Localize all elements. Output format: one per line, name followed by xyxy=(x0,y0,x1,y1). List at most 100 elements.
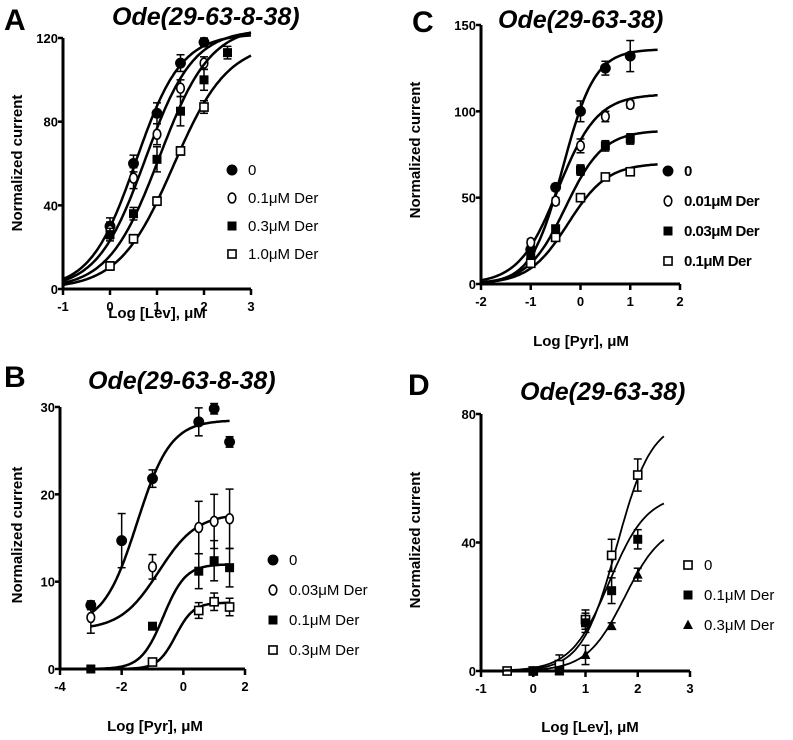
x-tick-label: -1 xyxy=(525,294,537,309)
series-1 xyxy=(480,94,658,282)
data-point xyxy=(600,172,611,182)
data-point xyxy=(105,261,115,271)
panel-a-xlabel: Log [Lev], μM xyxy=(108,305,206,322)
data-point xyxy=(224,436,236,448)
panel-a-ylabel: Normalized current xyxy=(9,95,26,232)
data-point xyxy=(224,602,235,612)
data-point xyxy=(600,110,610,123)
data-point xyxy=(551,224,561,234)
data-point xyxy=(152,154,162,164)
data-point xyxy=(551,195,561,207)
panel-d-xlabel: Log [Lev], μM xyxy=(541,719,639,736)
legend-label: 0.3μM Der xyxy=(704,617,774,634)
data-point xyxy=(223,48,232,58)
series-2 xyxy=(62,31,252,285)
panel-c-xlabel: Log [Pyr], μM xyxy=(533,333,629,350)
x-tick-label: -4 xyxy=(54,679,66,694)
series-0 xyxy=(85,402,236,615)
panel-letter-a: A xyxy=(4,4,26,37)
legend-marker xyxy=(662,165,674,177)
legend-label: 0 xyxy=(704,557,712,574)
fit-curve xyxy=(480,130,658,284)
data-point xyxy=(193,416,205,428)
data-point xyxy=(176,106,185,116)
legend-label: 1.0μM Der xyxy=(248,246,318,263)
legend-marker xyxy=(268,645,278,655)
panel-b-ylabel: Normalized current xyxy=(9,467,26,604)
fit-curve xyxy=(480,94,658,282)
series-3 xyxy=(62,54,252,287)
data-point xyxy=(526,236,536,249)
x-tick-label: 0 xyxy=(577,294,584,309)
legend-item: 0.3μM Der xyxy=(268,642,359,659)
legend-marker xyxy=(268,584,278,596)
panel-a: A Ode(29-63-8-38) Log [Lev], μM Normaliz… xyxy=(4,3,318,322)
legend-item: 0 xyxy=(226,162,256,179)
legend-label: 0.3μM Der xyxy=(248,218,318,235)
data-point xyxy=(148,621,157,631)
data-point xyxy=(147,561,158,573)
legend-item: 1.0μM Der xyxy=(227,246,318,263)
panel-letter-c: C xyxy=(412,6,434,39)
legend-marker xyxy=(683,619,693,630)
legend-label: 0 xyxy=(248,162,256,179)
y-tick-label: 120 xyxy=(36,31,58,46)
data-point xyxy=(86,611,96,624)
data-point xyxy=(607,586,617,596)
panel-c-plot: -2 -1 0 1 2 0 50 100 150 0 0.01μM Der 0.03μM Der 0.1… xyxy=(454,18,760,309)
x-tick-label: 3 xyxy=(247,299,254,314)
data-point xyxy=(198,36,210,48)
y-tick-label: 40 xyxy=(462,536,476,551)
legend-label: 0 xyxy=(289,552,297,569)
data-point xyxy=(225,513,235,525)
legend-marker xyxy=(227,192,237,204)
data-point xyxy=(575,105,586,117)
panel-c: C Ode(29-63-38) Log [Pyr], μM Normalized… xyxy=(407,6,760,350)
panel-b-title: Ode(29-63-8-38) xyxy=(88,367,276,395)
panel-d-plot: -1 0 1 2 3 0 40 80 0 0.1μM Der 0.3μM Der xyxy=(462,407,775,696)
data-point xyxy=(526,251,536,261)
series-1 xyxy=(481,502,665,676)
panel-a-plot: -1 0 1 2 3 0 40 80 120 0 0.1μM Der 0.3μM Der 1.0μM D… xyxy=(36,31,318,314)
data-point xyxy=(632,470,643,480)
x-tick-label: -1 xyxy=(57,299,69,314)
data-point xyxy=(600,141,610,151)
y-tick-label: 150 xyxy=(454,18,476,33)
data-point xyxy=(525,258,536,269)
y-tick-label: 20 xyxy=(41,487,55,502)
legend-item: 0.3μM Der xyxy=(683,617,774,634)
data-point xyxy=(225,563,235,573)
fit-curve xyxy=(90,601,230,671)
data-point xyxy=(624,50,636,62)
data-point xyxy=(580,649,591,659)
legend-marker xyxy=(663,195,673,207)
data-point xyxy=(199,102,209,112)
data-point xyxy=(633,534,643,544)
x-tick-label: 3 xyxy=(686,681,693,696)
y-tick-label: 50 xyxy=(462,191,476,206)
data-point xyxy=(116,535,128,547)
legend-item: 0.01μM Der xyxy=(663,193,760,210)
legend-item: 0.03μM Der xyxy=(663,223,760,240)
legend-item: 0.03μM Der xyxy=(268,582,368,599)
x-tick-label: 1 xyxy=(582,681,589,696)
fit-curve xyxy=(90,515,230,628)
x-tick-label: 1 xyxy=(153,299,160,314)
series-2 xyxy=(481,539,665,676)
panel-c-title: Ode(29-63-38) xyxy=(498,6,663,34)
data-point xyxy=(581,618,590,628)
x-tick-label: -2 xyxy=(116,679,128,694)
panel-d-ylabel: Normalized current xyxy=(407,472,424,609)
series-3 xyxy=(480,163,658,284)
panel-d-title: Ode(29-63-38) xyxy=(520,378,685,406)
x-tick-label: 0 xyxy=(106,299,113,314)
x-tick-label: 2 xyxy=(200,299,207,314)
legend-label: 0.03μM Der xyxy=(289,582,368,599)
data-point xyxy=(193,605,204,616)
data-point xyxy=(599,62,611,74)
data-point xyxy=(632,569,643,579)
panel-a-title: Ode(29-63-8-38) xyxy=(112,3,300,31)
data-point xyxy=(576,165,585,175)
data-point xyxy=(147,473,158,485)
data-point xyxy=(209,515,219,528)
